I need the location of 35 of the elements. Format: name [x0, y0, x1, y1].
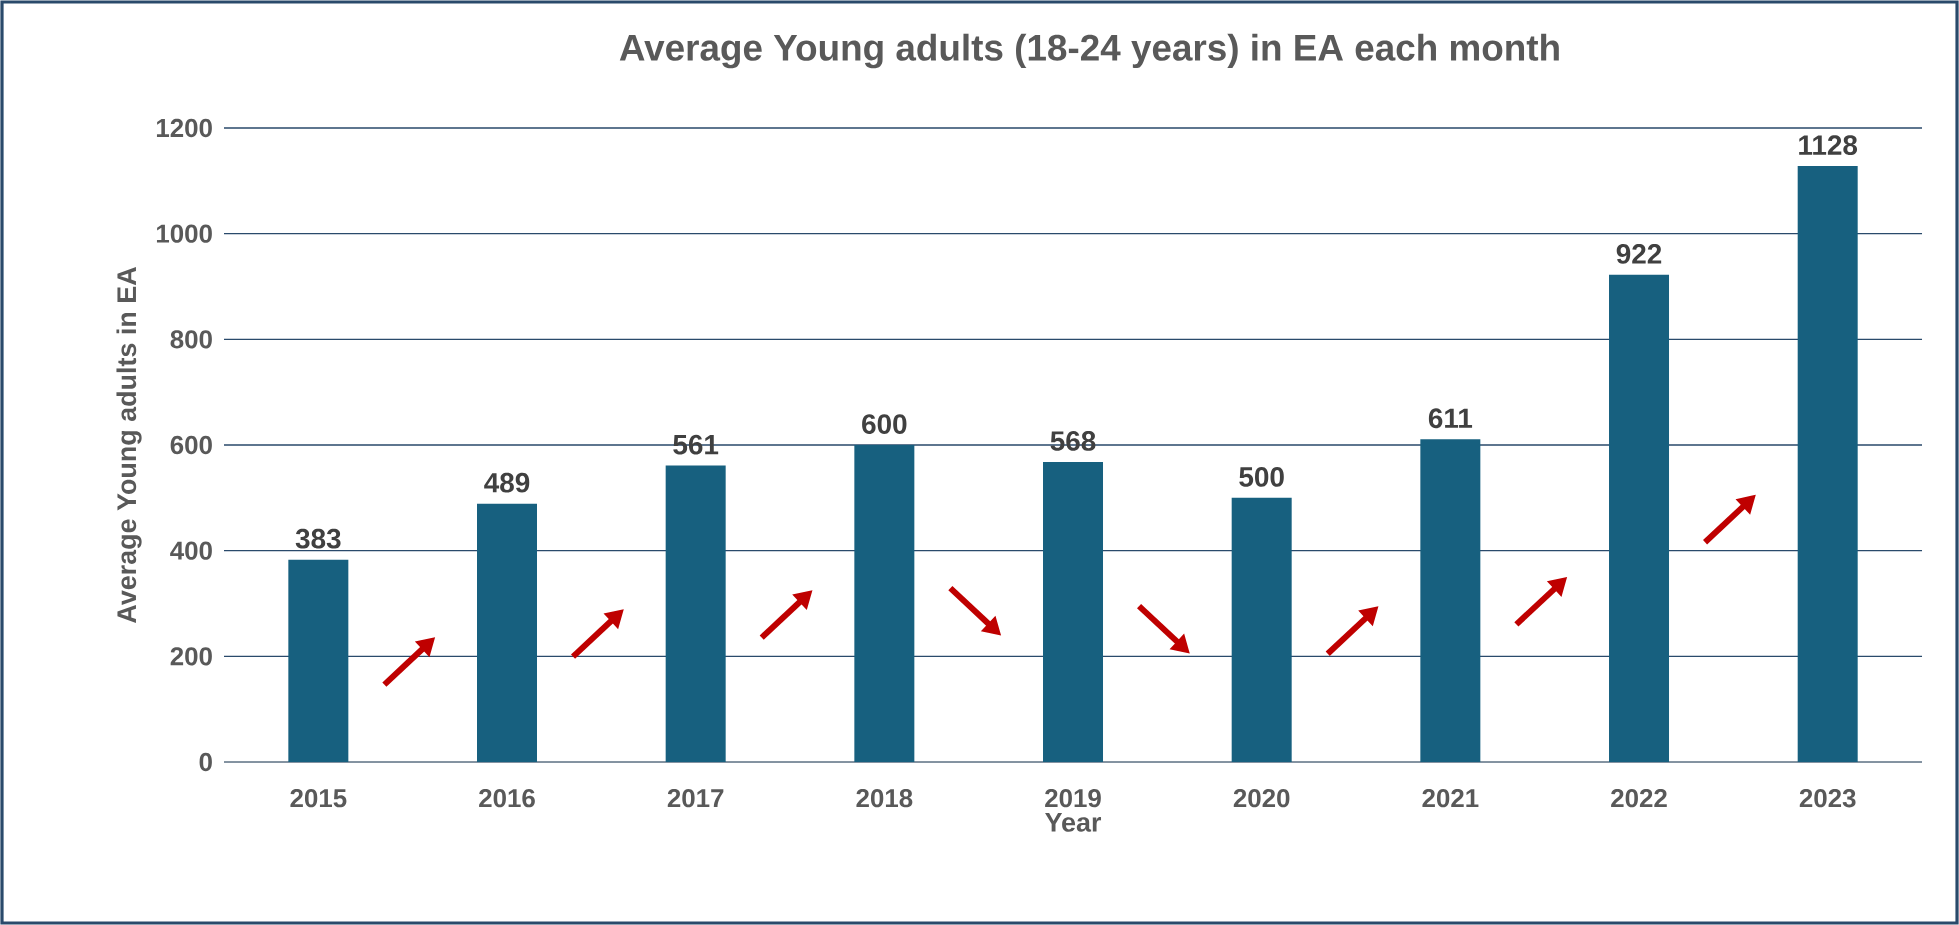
y-tick-label: 400 [170, 541, 212, 560]
x-tick-label: 2019 [1045, 789, 1101, 808]
bar [288, 559, 349, 762]
x-tick-label: 2017 [667, 789, 724, 808]
bar [477, 503, 537, 762]
x-axis-title: Year [1045, 813, 1102, 832]
y-tick-label: 0 [199, 752, 212, 772]
y-tick-label: 800 [170, 330, 212, 349]
bar [665, 465, 726, 762]
x-tick-label: 2015 [290, 789, 347, 808]
x-tick-label: 2020 [1233, 789, 1290, 808]
x-tick-label: 2021 [1422, 789, 1479, 808]
bar [854, 444, 915, 762]
bar [1420, 439, 1481, 762]
y-tick-label: 1200 [156, 118, 212, 138]
data-label: 489 [484, 472, 530, 493]
x-tick-label: 2016 [479, 789, 535, 808]
y-axis-title: Average Young adults in EA [116, 267, 142, 623]
y-tick-label: 200 [170, 647, 212, 666]
bar [1609, 274, 1670, 762]
y-tick-label: 600 [170, 435, 212, 455]
x-tick-label: 2018 [856, 789, 913, 808]
data-label: 922 [1616, 244, 1662, 264]
data-label: 611 [1428, 408, 1473, 429]
data-label: 383 [295, 528, 341, 549]
bar [1797, 166, 1858, 762]
x-tick-label: 2023 [1799, 789, 1856, 808]
data-label: 600 [862, 414, 907, 434]
data-label: 1128 [1799, 135, 1858, 155]
chart-title: Average Young adults (18-24 years) in EA each month [619, 33, 1559, 69]
y-tick-label: 1000 [156, 224, 212, 243]
bar [1043, 461, 1104, 762]
x-tick-label: 2022 [1611, 789, 1667, 808]
bar [1231, 497, 1292, 762]
data-label: 500 [1239, 467, 1284, 487]
